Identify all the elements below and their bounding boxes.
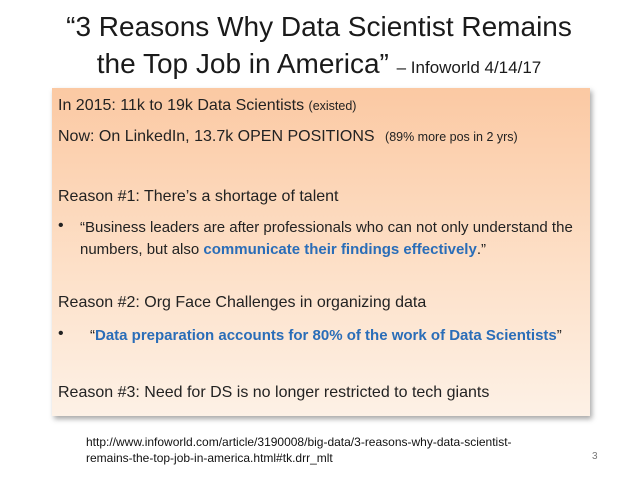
reason-1-quote-highlight: communicate their findings effectively <box>203 241 477 258</box>
stat-2015-note: (existed) <box>308 99 357 113</box>
reason-1-quote-end: .” <box>476 241 486 258</box>
reason-1-bullet: • <box>58 217 64 234</box>
reason-3-heading: Reason #3: Need for DS is no longer rest… <box>58 384 490 401</box>
stat-now-text: Now: On LinkedIn, 13.7k OPEN POSITIONS <box>58 128 375 145</box>
page-number: 3 <box>592 451 598 462</box>
reason-1-quote-start: “Business leaders are after professional… <box>80 219 573 258</box>
title-line-2: the Top Job in America” – Infoworld 4/14… <box>0 45 638 86</box>
stat-2015: In 2015: 11k to 19k Data Scientists (exi… <box>58 97 356 115</box>
reason-1-quote: “Business leaders are after professional… <box>80 217 590 261</box>
source-url[interactable]: http://www.infoworld.com/article/3190008… <box>86 434 512 466</box>
source-url-line-1[interactable]: http://www.infoworld.com/article/3190008… <box>86 435 512 449</box>
reason-2-quote-highlight: Data preparation accounts for 80% of the… <box>95 327 557 344</box>
reason-2-heading: Reason #2: Org Face Challenges in organi… <box>58 294 427 311</box>
title-line-1: “3 Reasons Why Data Scientist Remains <box>66 11 572 42</box>
reason-2-quote-close: ” <box>556 327 562 344</box>
stat-now: Now: On LinkedIn, 13.7k OPEN POSITIONS (… <box>58 128 518 146</box>
title-source: – Infoworld 4/14/17 <box>396 58 542 77</box>
stat-2015-text: In 2015: 11k to 19k Data Scientists <box>58 97 305 114</box>
stat-now-note: (89% more pos in 2 yrs) <box>385 130 518 144</box>
content-box <box>52 88 590 416</box>
slide-title: “3 Reasons Why Data Scientist Remains th… <box>0 8 638 86</box>
reason-2-bullet: • <box>58 325 64 342</box>
reason-2-quote-open: “ <box>90 327 95 344</box>
reason-2-quote: “Data preparation accounts for 80% of th… <box>90 325 600 347</box>
source-url-line-2[interactable]: remains-the-top-job-in-america.html#tk.d… <box>86 451 333 465</box>
title-line-2-text: the Top Job in America” <box>96 48 389 79</box>
reason-1-heading: Reason #1: There’s a shortage of talent <box>58 188 339 205</box>
